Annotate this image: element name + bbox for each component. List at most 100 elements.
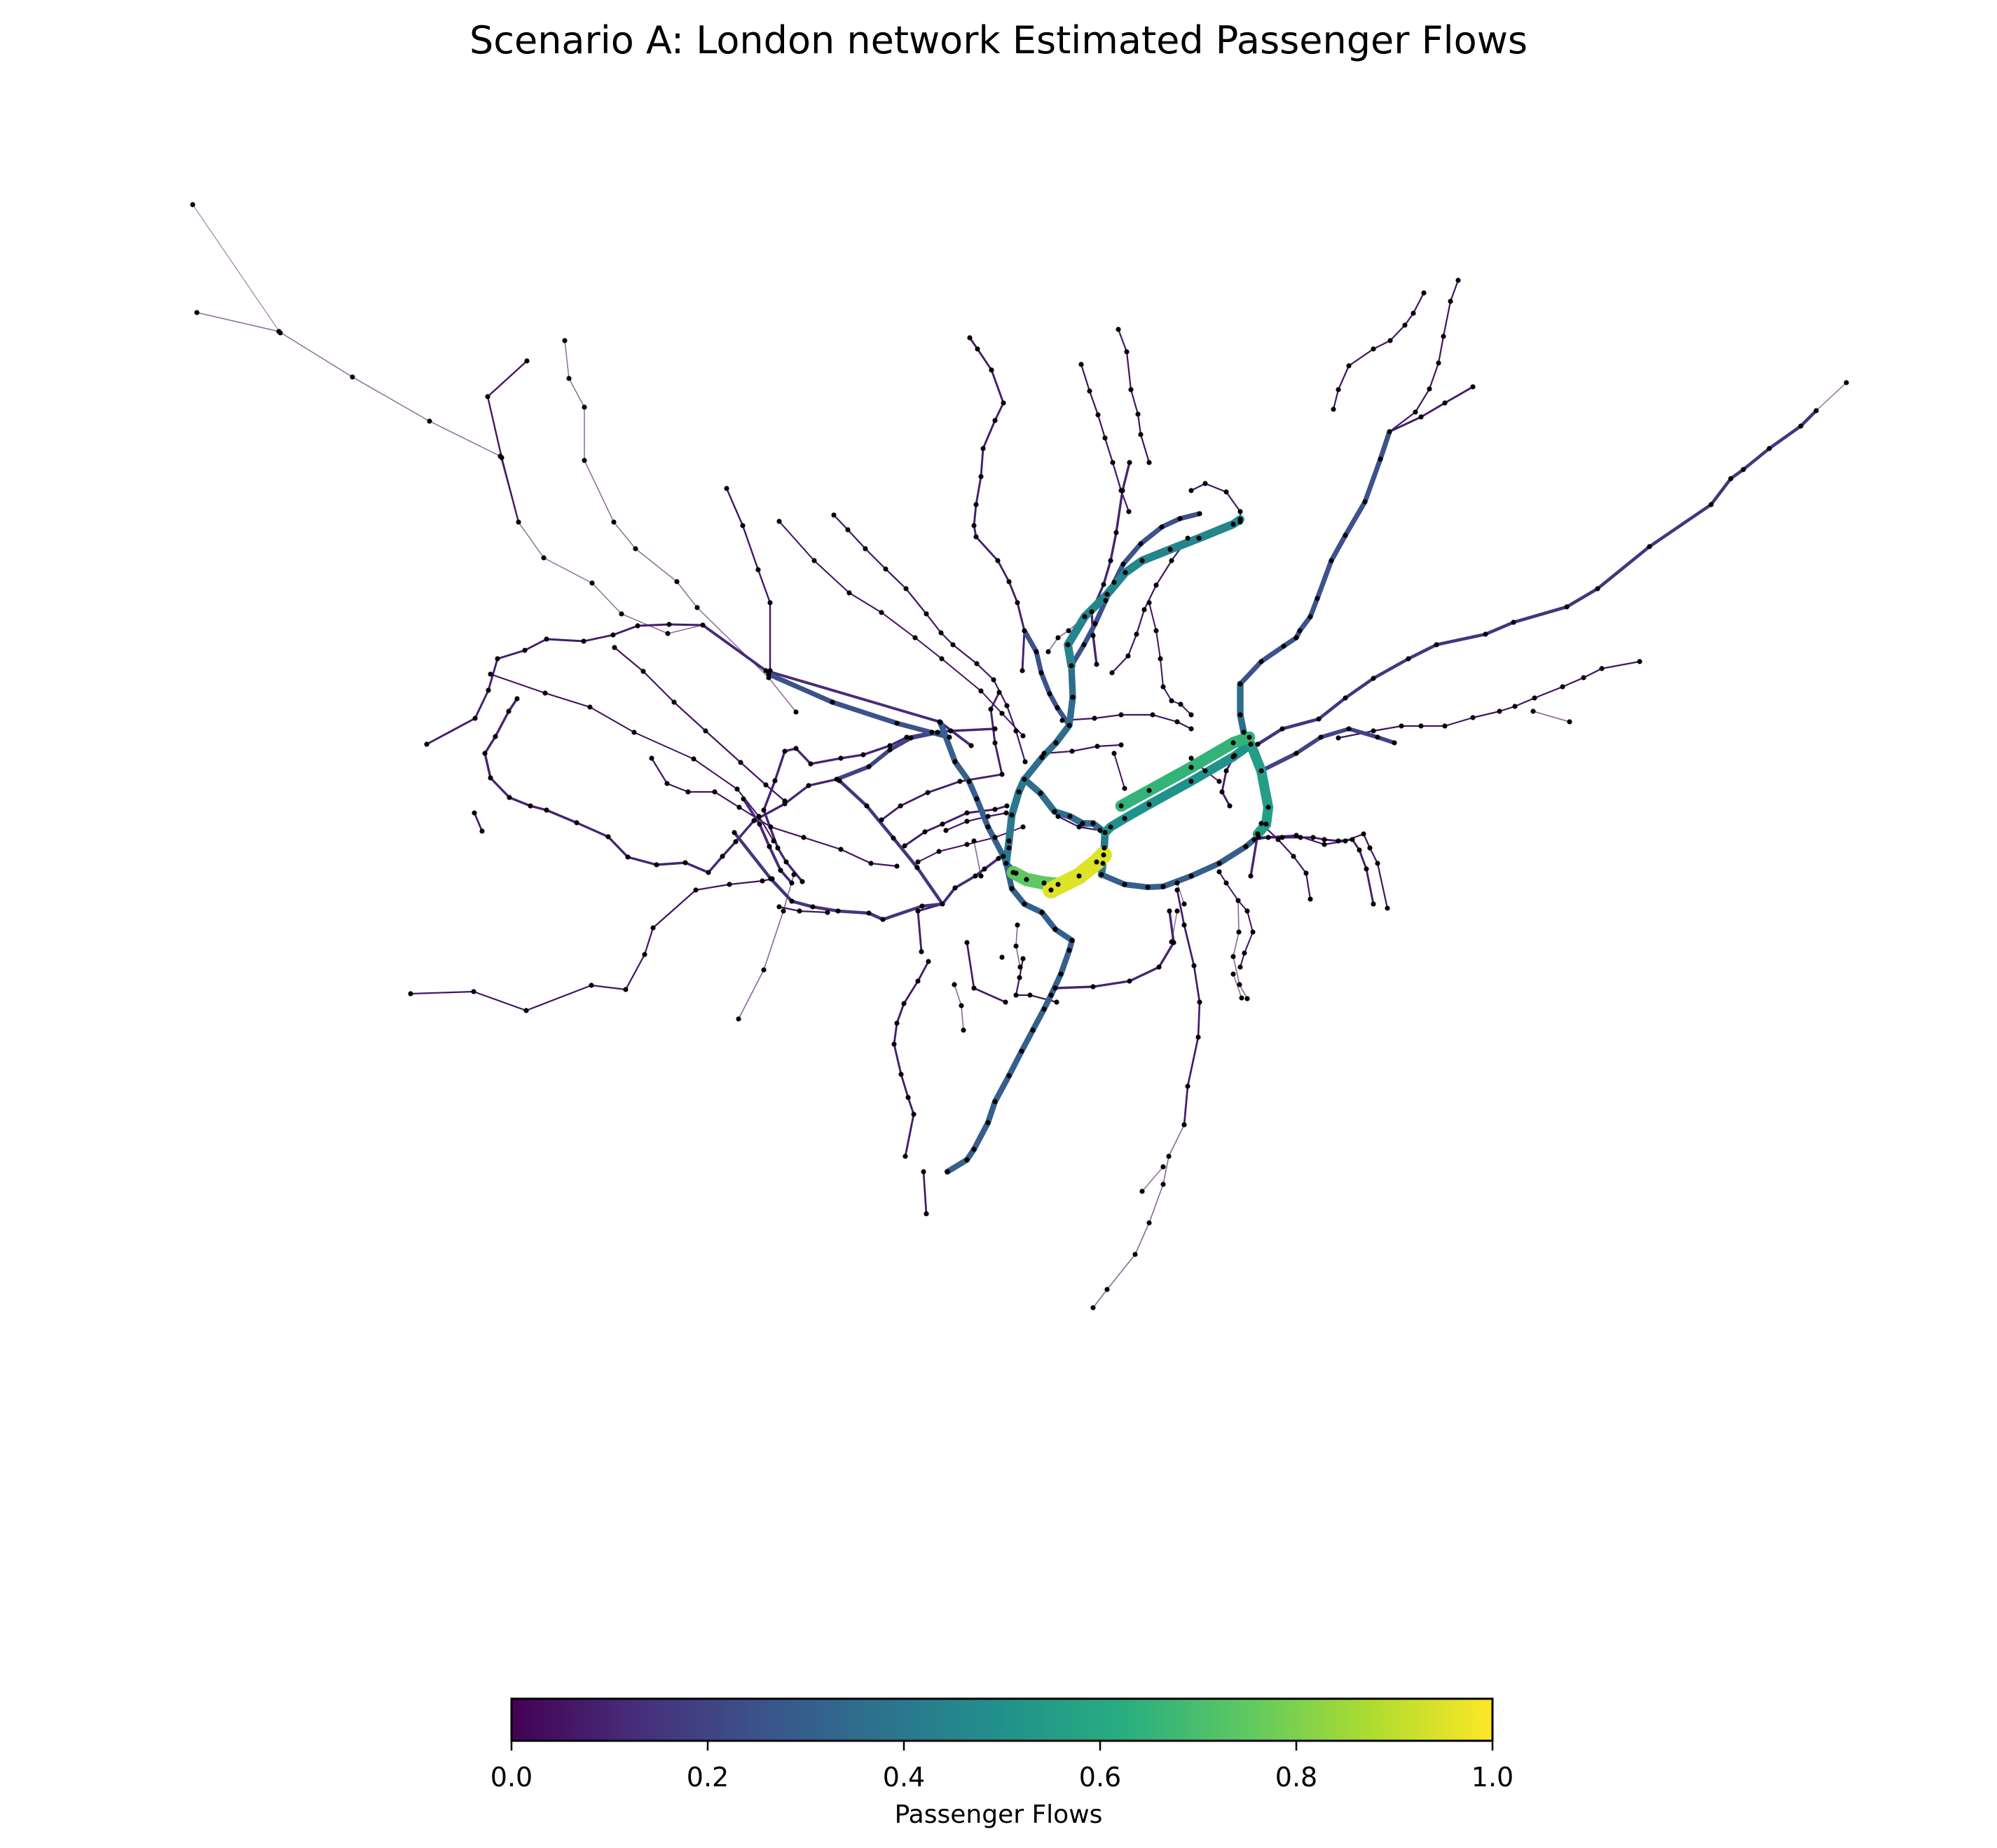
network-edge [1406, 643, 1439, 661]
station-node [898, 1072, 904, 1077]
station-node [1009, 812, 1015, 818]
station-node [472, 716, 478, 721]
network-edge [1372, 339, 1392, 350]
network-edge [915, 865, 945, 906]
station-node [488, 775, 493, 781]
network-edge [1143, 584, 1158, 611]
station-node [894, 863, 900, 869]
network-edge [1368, 847, 1379, 865]
network-edge [696, 607, 769, 678]
network-edge [891, 836, 919, 870]
network-edge [1256, 765, 1274, 813]
station-node [566, 376, 572, 381]
station-node [1813, 408, 1819, 413]
network-edge [1227, 731, 1256, 749]
network-edge [867, 748, 892, 769]
network-edge [1767, 424, 1803, 451]
station-node [1244, 908, 1250, 914]
network-edge [684, 861, 710, 874]
station-node [952, 759, 958, 765]
station-node [619, 611, 624, 617]
station-node [973, 502, 979, 507]
station-node [733, 839, 739, 844]
station-node [1122, 882, 1127, 887]
network-edge [991, 1072, 1013, 1105]
station-node [1174, 719, 1180, 725]
station-node [936, 849, 942, 854]
station-node [766, 671, 771, 677]
station-node [863, 546, 868, 552]
station-node [1316, 716, 1322, 722]
station-node [523, 1008, 529, 1013]
station-node [1069, 748, 1075, 754]
station-node [1146, 460, 1152, 465]
network-edge [1096, 744, 1123, 748]
station-node [1006, 838, 1012, 844]
network-edge [1176, 889, 1186, 926]
station-node [1564, 604, 1570, 610]
station-node [1255, 741, 1261, 747]
network-edge [1057, 815, 1080, 828]
network-edge [1008, 885, 1028, 908]
station-node [610, 632, 616, 638]
station-node [1637, 659, 1642, 664]
colorbar [510, 1697, 1494, 1751]
network-edge [949, 727, 996, 732]
network-edge [1022, 628, 1039, 655]
network-edge [1008, 580, 1019, 604]
station-node [756, 814, 762, 819]
station-node [1418, 723, 1424, 729]
station-node [1291, 854, 1296, 859]
station-node [694, 605, 700, 610]
colorbar-tick-label: 0.4 [882, 1762, 926, 1793]
station-node [582, 404, 587, 410]
network-edge [742, 798, 761, 826]
station-node [1092, 621, 1098, 627]
colorbar-tick-label: 0.6 [1078, 1762, 1122, 1793]
station-node [964, 842, 970, 847]
station-node [1293, 833, 1299, 838]
station-node [915, 908, 921, 914]
network-edge [1111, 461, 1123, 492]
station-node [522, 648, 528, 653]
network-edge [975, 662, 995, 681]
station-node [915, 859, 921, 865]
network-edge [1106, 1254, 1136, 1290]
station-node [964, 1157, 970, 1163]
station-node [1054, 999, 1059, 1005]
network-edge [483, 752, 492, 779]
station-node [1017, 964, 1023, 970]
station-node [1059, 718, 1065, 723]
network-edge [778, 521, 815, 561]
network-edge [1337, 364, 1350, 391]
station-node [1069, 938, 1075, 943]
station-node [904, 734, 910, 740]
station-node [1216, 861, 1222, 866]
station-node [924, 611, 929, 617]
station-node [887, 747, 893, 753]
network-edge [766, 671, 835, 705]
network-edge [1412, 292, 1425, 315]
network-edge [1015, 730, 1027, 763]
station-node [1178, 701, 1183, 707]
station-node [1113, 530, 1119, 535]
network-edge [1048, 971, 1064, 999]
network-edge [591, 582, 622, 615]
network-edge [621, 613, 668, 634]
station-node [1097, 828, 1103, 833]
station-node [562, 338, 568, 343]
station-node [1247, 734, 1252, 740]
station-node [1177, 516, 1183, 521]
station-node [1127, 460, 1132, 465]
station-node [640, 669, 646, 674]
station-node [1111, 751, 1117, 756]
station-node [1167, 547, 1173, 552]
network-edge [768, 677, 797, 713]
station-node [1188, 873, 1194, 879]
station-node [1081, 642, 1087, 648]
station-node [1470, 715, 1476, 720]
station-node [1020, 824, 1026, 830]
station-node [1138, 432, 1144, 437]
station-node [919, 903, 925, 909]
